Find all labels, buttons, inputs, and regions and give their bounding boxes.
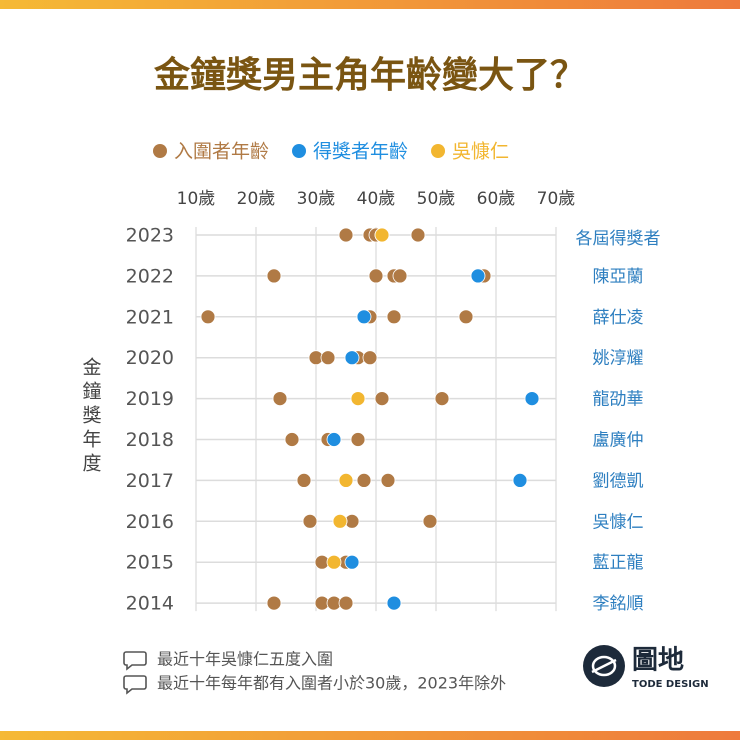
y-tick-label: 2014 — [126, 593, 174, 615]
dot — [380, 472, 396, 488]
winner-name: 吳慷仁 — [593, 511, 644, 532]
dot — [344, 554, 360, 570]
dot — [326, 554, 342, 570]
winner-name: 薛仕凌 — [593, 308, 644, 328]
dot — [374, 391, 390, 407]
y-tick-label: 2021 — [126, 306, 174, 328]
winner-name: 陳亞蘭 — [593, 267, 644, 287]
y-tick-label: 2022 — [126, 265, 174, 287]
x-tick-label: 10歲 — [177, 189, 216, 209]
legend-label: 吳慷仁 — [452, 140, 509, 163]
winner-name: 劉德凱 — [593, 471, 644, 491]
y-axis-label-char: 度 — [82, 453, 101, 475]
dot — [266, 595, 282, 611]
dot — [338, 227, 354, 243]
dot — [386, 595, 402, 611]
dot — [374, 227, 390, 243]
dot — [344, 350, 360, 366]
y-axis-label-char: 年 — [82, 429, 101, 451]
dot — [434, 391, 450, 407]
bottom-bar — [0, 731, 740, 740]
winner-name: 龍劭華 — [593, 390, 644, 410]
y-tick-label: 2018 — [126, 429, 174, 451]
dot — [320, 350, 336, 366]
y-tick-label: 2015 — [126, 552, 174, 574]
chart-title: 金鐘獎男主角年齡變大了？ — [153, 54, 586, 96]
winner-name: 李銘順 — [593, 594, 644, 614]
note-icons — [123, 651, 147, 695]
dot — [266, 268, 282, 284]
winner-name: 藍正龍 — [593, 553, 644, 573]
logo-icon — [583, 645, 625, 687]
dot — [458, 309, 474, 325]
dot — [368, 268, 384, 284]
right-header: 各屆得獎者 — [576, 229, 661, 249]
winner-name: 姚淳耀 — [593, 349, 644, 369]
y-tick-label: 2019 — [126, 388, 174, 410]
x-tick-label: 70歲 — [537, 189, 576, 209]
y-axis-label-char: 獎 — [82, 405, 101, 427]
dot — [338, 595, 354, 611]
dot — [296, 472, 312, 488]
x-tick-label: 40歲 — [357, 189, 396, 209]
legend-label: 入圍者年齡 — [174, 141, 269, 163]
dot — [350, 432, 366, 447]
x-tick-label: 30歲 — [297, 189, 336, 209]
dot — [524, 391, 540, 407]
y-tick-label: 2020 — [126, 347, 174, 369]
note: 最近十年每年都有入圍者小於30歲，2023年除外 — [157, 674, 506, 693]
dot — [410, 227, 426, 243]
legend-marker — [153, 144, 167, 158]
legend-marker — [292, 144, 307, 158]
legend-label: 得獎者年齡 — [313, 141, 408, 163]
dot — [200, 309, 216, 325]
dot — [302, 513, 318, 529]
dot — [350, 391, 366, 407]
dot — [338, 472, 354, 488]
dot — [512, 472, 528, 488]
legend-marker — [431, 144, 446, 158]
dot — [356, 309, 372, 325]
dot — [362, 350, 378, 366]
x-tick-label: 50歲 — [417, 189, 456, 209]
logo-sub: TODE DESIGN — [632, 679, 709, 690]
dot — [386, 309, 402, 325]
logo-name: 圖地 — [632, 646, 684, 676]
y-axis-label-char: 鐘 — [82, 381, 101, 403]
top-bar — [0, 0, 740, 9]
x-tick-label: 20歲 — [237, 189, 276, 209]
x-tick-label: 60歲 — [477, 189, 516, 209]
dot — [392, 268, 408, 284]
y-tick-label: 2017 — [126, 470, 174, 492]
y-axis-label-char: 金 — [82, 357, 101, 379]
dot — [356, 472, 372, 488]
note: 最近十年吳慷仁五度入圍 — [157, 650, 333, 669]
dot — [284, 432, 300, 447]
dot — [326, 432, 342, 447]
y-tick-label: 2023 — [126, 225, 174, 247]
dot — [470, 268, 486, 284]
dot — [332, 513, 348, 529]
winner-name: 盧廣仲 — [593, 431, 644, 451]
y-tick-label: 2016 — [126, 511, 174, 533]
dot — [422, 513, 438, 529]
dot — [272, 391, 288, 407]
